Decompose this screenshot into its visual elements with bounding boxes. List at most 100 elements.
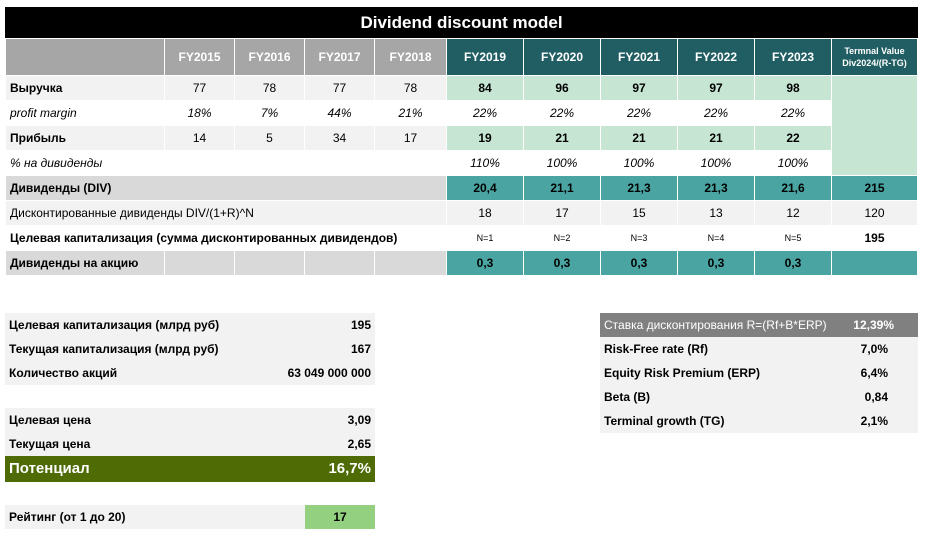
cell: 22% xyxy=(446,100,524,126)
blank xyxy=(831,250,918,276)
cell: 100% xyxy=(754,150,832,176)
cell: 12 xyxy=(754,200,832,226)
cell: 22% xyxy=(677,100,755,126)
cell: 17 xyxy=(374,125,447,151)
erp-value: 6,4% xyxy=(860,366,888,380)
cell: 21,3 xyxy=(600,175,678,201)
blank xyxy=(164,150,447,176)
cell: N=1 xyxy=(446,225,524,251)
cell: 21,3 xyxy=(677,175,755,201)
potential-value: 16,7% xyxy=(328,460,371,477)
blank xyxy=(304,250,375,276)
rating-label: Рейтинг (от 1 до 20) xyxy=(9,510,126,524)
target-price-value: 3,09 xyxy=(347,413,371,427)
row-label: Дисконтированные дивиденды DIV/(1+R)^N xyxy=(5,200,447,226)
year-header: FY2017 xyxy=(304,38,375,76)
row-label: Целевая капитализация (сумма дисконтиров… xyxy=(5,225,447,251)
cell: 44% xyxy=(304,100,375,126)
cell: N=2 xyxy=(523,225,601,251)
erp-label: Equity Risk Premium (ERP) xyxy=(604,366,761,380)
year-header: FY2018 xyxy=(374,38,447,76)
row-label: Дивиденды на акцию xyxy=(5,250,165,276)
rf-value: 7,0% xyxy=(860,342,888,356)
potential-label: Потенциал xyxy=(9,460,90,477)
terminal-value-header: Termnal Value Div2024/(R-TG) xyxy=(831,38,918,76)
cell: 21 xyxy=(523,125,601,151)
blank xyxy=(234,250,305,276)
cell: 5 xyxy=(234,125,305,151)
cell: 15 xyxy=(600,200,678,226)
model-title: Dividend discount model xyxy=(5,7,918,38)
tg-label: Terminal growth (TG) xyxy=(604,414,725,428)
cell: 19 xyxy=(446,125,524,151)
dividend-table: FY2015 FY2016 FY2017 FY2018 FY2019 FY202… xyxy=(5,38,918,276)
discount-rate-bar: Ставка дисконтирования R=(Rf+B*ERP) 12,3… xyxy=(600,313,918,337)
cell: N=5 xyxy=(754,225,832,251)
cell: 0,3 xyxy=(754,250,832,276)
revenue-row: Выручка 77 78 77 78 84 96 97 97 98 xyxy=(5,75,918,176)
cell: 97 xyxy=(600,75,678,101)
discounted-row: Дисконтированные дивиденды DIV/(1+R)^N 1… xyxy=(5,200,918,226)
cell: 34 xyxy=(304,125,375,151)
dps-row: Дивиденды на акцию 0,3 0,3 0,3 0,3 0,3 xyxy=(5,250,918,276)
cell: 14 xyxy=(164,125,235,151)
row-label: Дивиденды (DIV) xyxy=(5,175,447,201)
cell: 96 xyxy=(523,75,601,101)
rating-value: 17 xyxy=(305,505,375,529)
year-header: FY2016 xyxy=(234,38,305,76)
cell: 78 xyxy=(374,75,447,101)
cell: 21,6 xyxy=(754,175,832,201)
cell: 0,3 xyxy=(523,250,601,276)
cell: 21 xyxy=(677,125,755,151)
target-cap-value: 195 xyxy=(350,318,371,332)
cell: 22 xyxy=(754,125,832,151)
terminal-cell: 120 xyxy=(831,200,918,226)
header-corner xyxy=(5,38,165,76)
cell: 21% xyxy=(374,100,447,126)
cell: 0,3 xyxy=(446,250,524,276)
cell: 17 xyxy=(523,200,601,226)
year-header: FY2023 xyxy=(754,38,832,76)
discount-rate-value: 12,39% xyxy=(853,318,894,332)
row-label: Прибыль xyxy=(5,125,165,151)
cell: 18 xyxy=(446,200,524,226)
year-header: FY2015 xyxy=(164,38,235,76)
cell: 22% xyxy=(754,100,832,126)
rate-inputs-panel: Risk-Free rate (Rf) 7,0% Equity Risk Pre… xyxy=(600,337,918,433)
shares-label: Количество акций xyxy=(9,366,118,380)
current-cap-value: 167 xyxy=(350,342,371,356)
cell: 78 xyxy=(234,75,305,101)
cell: 100% xyxy=(677,150,755,176)
cell: 18% xyxy=(164,100,235,126)
profit-row: Прибыль 14 5 34 17 19 21 21 21 22 xyxy=(5,125,918,151)
cell: 22% xyxy=(523,100,601,126)
cell: 7% xyxy=(234,100,305,126)
shares-value: 63 049 000 000 xyxy=(287,366,371,380)
payout-row: % на дивиденды 110% 100% 100% 100% 100% xyxy=(5,150,918,176)
cell: 21,1 xyxy=(523,175,601,201)
discount-rate-label: Ставка дисконтирования R=(Rf+B*ERP) xyxy=(604,318,827,332)
cell: N=4 xyxy=(677,225,755,251)
year-header-row: FY2015 FY2016 FY2017 FY2018 FY2019 FY202… xyxy=(5,38,918,76)
cell: 0,3 xyxy=(600,250,678,276)
terminal-blank xyxy=(831,75,918,176)
cell: 13 xyxy=(677,200,755,226)
capitalization-panel: Целевая капитализация (млрд руб) 195 Тек… xyxy=(5,313,375,385)
terminal-cell: 195 xyxy=(831,225,918,251)
cell: 84 xyxy=(446,75,524,101)
price-panel: Целевая цена 3,09 Текущая цена 2,65 xyxy=(5,408,375,456)
cell: 22% xyxy=(600,100,678,126)
potential-bar: Потенциал 16,7% xyxy=(5,456,375,482)
cell: 20,4 xyxy=(446,175,524,201)
rating-panel: Рейтинг (от 1 до 20) xyxy=(5,505,305,529)
year-header: FY2021 xyxy=(600,38,678,76)
current-price-value: 2,65 xyxy=(347,437,371,451)
cell: 100% xyxy=(523,150,601,176)
target-price-label: Целевая цена xyxy=(9,413,91,427)
row-label: profit margin xyxy=(5,100,165,126)
current-cap-label: Текущая капитализация (млрд руб) xyxy=(9,342,219,356)
margin-row: profit margin 18% 7% 44% 21% 22% 22% 22%… xyxy=(5,100,918,126)
year-header: FY2019 xyxy=(446,38,524,76)
cell: N=3 xyxy=(600,225,678,251)
blank xyxy=(374,250,447,276)
